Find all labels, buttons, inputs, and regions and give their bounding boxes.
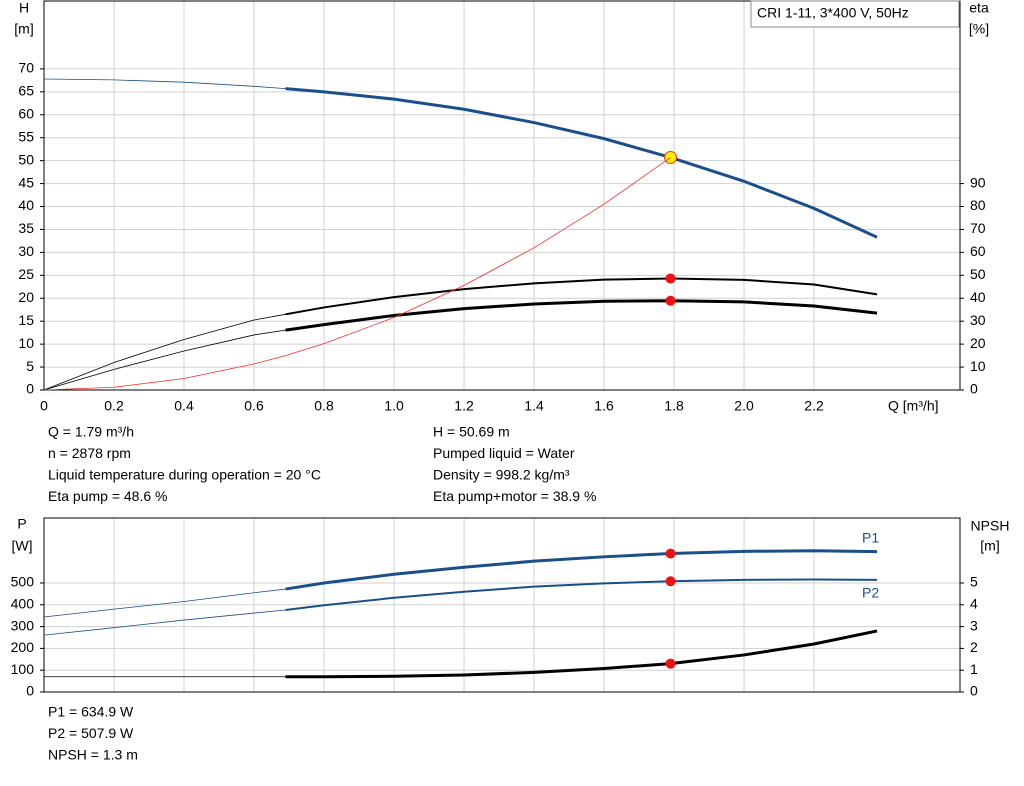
series-line bbox=[285, 157, 671, 356]
y-tick-label: 40 bbox=[18, 197, 34, 213]
x-axis-label: Q [m³/h] bbox=[888, 398, 939, 414]
operating-point bbox=[665, 548, 676, 559]
info-text: Eta pump = 48.6 % bbox=[48, 488, 167, 504]
plot-frame bbox=[43, 0, 961, 391]
info-text: Pumped liquid = Water bbox=[433, 445, 575, 461]
y-tick-label: 200 bbox=[11, 639, 35, 655]
info-text: NPSH = 1.3 m bbox=[48, 747, 138, 763]
info-text: Density = 998.2 kg/m³ bbox=[433, 467, 570, 483]
y-tick-label: 35 bbox=[18, 220, 34, 236]
y-axis-label: P bbox=[17, 516, 26, 532]
y2-axis-label: eta bbox=[969, 0, 989, 16]
series-line bbox=[285, 299, 878, 332]
series-line bbox=[43, 355, 286, 391]
x-tick-label: 2.0 bbox=[734, 398, 754, 414]
y-tick-label: 20 bbox=[18, 289, 34, 305]
y2-axis-unit: [m] bbox=[980, 538, 999, 554]
x-tick-label: 2.2 bbox=[804, 398, 824, 414]
y2-tick-label: 10 bbox=[970, 358, 986, 374]
series-line bbox=[285, 578, 878, 612]
info-text: P2 = 507.9 W bbox=[48, 725, 134, 741]
y2-tick-label: 1 bbox=[970, 661, 978, 677]
y2-tick-label: 5 bbox=[970, 574, 978, 590]
x-tick-label: 1.0 bbox=[384, 398, 404, 414]
y-tick-label: 0 bbox=[26, 381, 34, 397]
series-line bbox=[43, 313, 286, 391]
y-tick-label: 5 bbox=[26, 358, 34, 374]
y2-tick-label: 60 bbox=[970, 243, 986, 259]
y-tick-label: 55 bbox=[18, 128, 34, 144]
x-tick-label: 0.4 bbox=[174, 398, 194, 414]
y-axis-label: H bbox=[19, 0, 29, 16]
series-line bbox=[43, 78, 286, 90]
series-line bbox=[285, 549, 878, 591]
series-label: P2 bbox=[862, 585, 879, 601]
info-text: H = 50.69 m bbox=[433, 424, 510, 440]
y-tick-label: 500 bbox=[11, 574, 35, 590]
y2-tick-label: 50 bbox=[970, 266, 986, 282]
title-box bbox=[750, 0, 960, 28]
info-text: Eta pump+motor = 38.9 % bbox=[433, 488, 596, 504]
y2-tick-label: 0 bbox=[970, 683, 978, 699]
x-tick-label: 1.8 bbox=[664, 398, 684, 414]
series-line bbox=[285, 277, 878, 316]
x-tick-label: 1.4 bbox=[524, 398, 544, 414]
y2-tick-label: 3 bbox=[970, 617, 978, 633]
y-tick-label: 30 bbox=[18, 243, 34, 259]
y2-tick-label: 40 bbox=[970, 289, 986, 305]
x-tick-label: 1.6 bbox=[594, 398, 614, 414]
operating-point bbox=[665, 658, 676, 669]
x-tick-label: 0.2 bbox=[104, 398, 124, 414]
operating-point bbox=[665, 576, 676, 587]
y-tick-label: 300 bbox=[11, 617, 35, 633]
operating-point bbox=[665, 273, 676, 284]
y-tick-label: 60 bbox=[18, 105, 34, 121]
info-text: n = 2878 rpm bbox=[48, 445, 131, 461]
series-line bbox=[285, 629, 878, 679]
y2-tick-label: 0 bbox=[970, 381, 978, 397]
series-line bbox=[285, 87, 878, 239]
x-tick-label: 0 bbox=[40, 398, 48, 414]
x-tick-label: 1.2 bbox=[454, 398, 474, 414]
y-tick-label: 100 bbox=[11, 661, 35, 677]
y2-tick-label: 90 bbox=[970, 174, 986, 190]
series-line bbox=[43, 588, 286, 618]
y2-tick-label: 4 bbox=[970, 595, 978, 611]
y-tick-label: 15 bbox=[18, 312, 34, 328]
y-tick-label: 0 bbox=[26, 683, 34, 699]
y2-axis-unit: [%] bbox=[969, 21, 989, 37]
chart-title: CRI 1-11, 3*400 V, 50Hz bbox=[757, 5, 909, 21]
y-tick-label: 70 bbox=[18, 60, 34, 76]
y-tick-label: 25 bbox=[18, 266, 34, 282]
y-tick-label: 50 bbox=[18, 151, 34, 167]
y-tick-label: 10 bbox=[18, 335, 34, 351]
series-line bbox=[43, 609, 286, 636]
y-axis-unit: [m] bbox=[14, 21, 33, 37]
y2-tick-label: 70 bbox=[970, 220, 986, 236]
y-tick-label: 65 bbox=[18, 83, 34, 99]
y2-axis-label: NPSH bbox=[971, 518, 1010, 534]
y-axis-unit: [W] bbox=[12, 538, 33, 554]
operating-point bbox=[665, 295, 676, 306]
plot-frame bbox=[43, 517, 961, 693]
info-text: Q = 1.79 m³/h bbox=[48, 424, 134, 440]
y2-tick-label: 80 bbox=[970, 197, 986, 213]
y2-tick-label: 30 bbox=[970, 312, 986, 328]
y2-tick-label: 20 bbox=[970, 335, 986, 351]
series-label: P1 bbox=[862, 529, 879, 545]
y-tick-label: 400 bbox=[11, 595, 35, 611]
y-tick-label: 45 bbox=[18, 174, 34, 190]
y2-tick-label: 2 bbox=[970, 639, 978, 655]
series-line bbox=[43, 329, 286, 391]
operating-point bbox=[664, 150, 678, 164]
x-tick-label: 0.6 bbox=[244, 398, 264, 414]
x-tick-label: 0.8 bbox=[314, 398, 334, 414]
info-text: P1 = 634.9 W bbox=[48, 704, 134, 720]
info-text: Liquid temperature during operation = 20… bbox=[48, 467, 321, 483]
